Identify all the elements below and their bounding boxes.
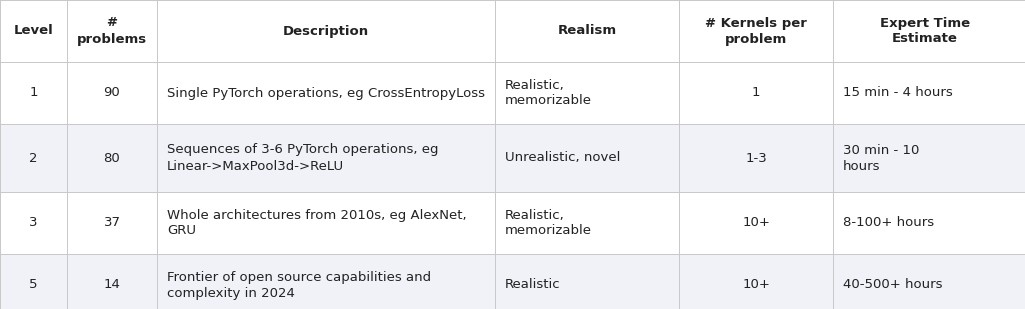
Text: Sequences of 3-6 PyTorch operations, eg
Linear->MaxPool3d->ReLU: Sequences of 3-6 PyTorch operations, eg … xyxy=(167,143,439,172)
Bar xyxy=(0,0,1025,62)
Text: Description: Description xyxy=(283,24,369,37)
Text: Realistic,
memorizable: Realistic, memorizable xyxy=(505,78,592,108)
Text: Unrealistic, novel: Unrealistic, novel xyxy=(505,151,620,164)
Text: Whole architectures from 2010s, eg AlexNet,
GRU: Whole architectures from 2010s, eg AlexN… xyxy=(167,209,466,238)
Text: 10+: 10+ xyxy=(742,278,770,291)
Text: 1: 1 xyxy=(751,87,761,99)
Text: 30 min - 10
hours: 30 min - 10 hours xyxy=(843,143,919,172)
Text: 14: 14 xyxy=(104,278,121,291)
Text: Single PyTorch operations, eg CrossEntropyLoss: Single PyTorch operations, eg CrossEntro… xyxy=(167,87,485,99)
Text: 10+: 10+ xyxy=(742,217,770,230)
Text: Realistic,
memorizable: Realistic, memorizable xyxy=(505,209,592,238)
Bar xyxy=(0,124,1025,192)
Text: # Kernels per
problem: # Kernels per problem xyxy=(705,16,807,45)
Text: 3: 3 xyxy=(30,217,38,230)
Text: Realistic: Realistic xyxy=(505,278,561,291)
Text: 40-500+ hours: 40-500+ hours xyxy=(843,278,943,291)
Text: 1-3: 1-3 xyxy=(745,151,767,164)
Text: Level: Level xyxy=(13,24,53,37)
Bar xyxy=(0,62,1025,124)
Text: 15 min - 4 hours: 15 min - 4 hours xyxy=(843,87,953,99)
Text: 8-100+ hours: 8-100+ hours xyxy=(843,217,934,230)
Text: Realism: Realism xyxy=(558,24,617,37)
Text: Expert Time
Estimate: Expert Time Estimate xyxy=(879,16,970,45)
Bar xyxy=(0,192,1025,254)
Bar xyxy=(0,254,1025,309)
Text: 90: 90 xyxy=(104,87,120,99)
Text: 37: 37 xyxy=(104,217,121,230)
Text: 80: 80 xyxy=(104,151,120,164)
Text: Frontier of open source capabilities and
complexity in 2024: Frontier of open source capabilities and… xyxy=(167,270,432,299)
Text: 1: 1 xyxy=(30,87,38,99)
Text: #
problems: # problems xyxy=(77,16,147,45)
Text: 5: 5 xyxy=(30,278,38,291)
Text: 2: 2 xyxy=(30,151,38,164)
